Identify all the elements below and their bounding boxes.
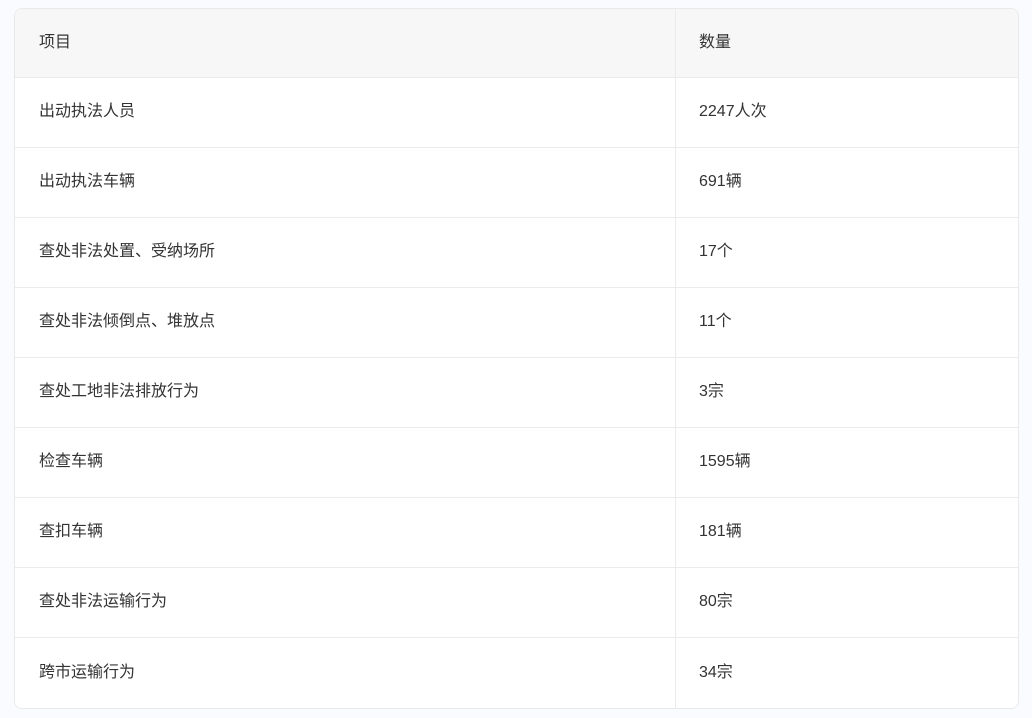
cell-item: 查扣车辆 <box>39 523 104 541</box>
table-header-row: 项目 数量 <box>15 9 1018 78</box>
cell-count: 34宗 <box>675 638 1018 708</box>
table-row: 查处工地非法排放行为 3宗 <box>15 358 1018 428</box>
table-row: 出动执法人员 2247人次 <box>15 78 1018 148</box>
statistics-table: 项目 数量 出动执法人员 2247人次 出动执法车辆 691辆 查处非法处置、受… <box>14 8 1019 709</box>
cell-count: 181辆 <box>675 498 1018 567</box>
column-header-count: 数量 <box>675 9 1018 77</box>
table-row: 查处非法处置、受纳场所 17个 <box>15 218 1018 288</box>
cell-count: 2247人次 <box>675 78 1018 147</box>
table-row: 出动执法车辆 691辆 <box>15 148 1018 218</box>
cell-item: 跨市运输行为 <box>39 663 136 681</box>
cell-count: 17个 <box>675 218 1018 287</box>
cell-count: 3宗 <box>675 358 1018 427</box>
cell-count: 80宗 <box>675 568 1018 637</box>
table-body: 出动执法人员 2247人次 出动执法车辆 691辆 查处非法处置、受纳场所 17… <box>15 78 1018 708</box>
cell-item: 检查车辆 <box>39 453 104 471</box>
cell-count: 691辆 <box>675 148 1018 217</box>
cell-item: 查处非法运输行为 <box>39 593 168 611</box>
cell-item: 出动执法人员 <box>39 103 136 121</box>
column-header-item: 项目 <box>39 33 72 51</box>
cell-count: 11个 <box>675 288 1018 357</box>
cell-item: 出动执法车辆 <box>39 173 136 191</box>
cell-count: 1595辆 <box>675 428 1018 497</box>
cell-item: 查处非法倾倒点、堆放点 <box>39 313 216 331</box>
cell-item: 查处工地非法排放行为 <box>39 383 200 401</box>
table-row: 检查车辆 1595辆 <box>15 428 1018 498</box>
table-row: 查扣车辆 181辆 <box>15 498 1018 568</box>
table-row: 跨市运输行为 34宗 <box>15 638 1018 708</box>
table-row: 查处非法倾倒点、堆放点 11个 <box>15 288 1018 358</box>
table-row: 查处非法运输行为 80宗 <box>15 568 1018 638</box>
cell-item: 查处非法处置、受纳场所 <box>39 243 216 261</box>
